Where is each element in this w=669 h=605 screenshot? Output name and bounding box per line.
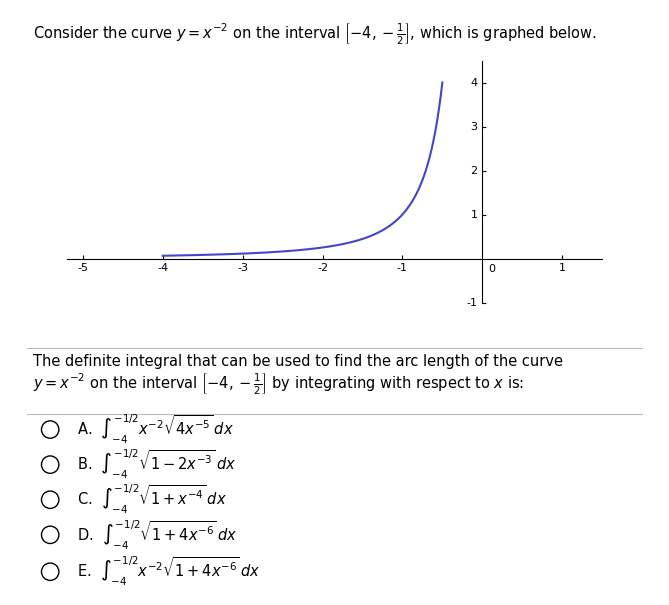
Text: $y = x^{-2}$ on the interval $\left[-4, -\frac{1}{2}\right]$ by integrating with: $y = x^{-2}$ on the interval $\left[-4, … xyxy=(33,372,524,397)
Text: A.  $\int_{-4}^{-1/2} x^{-2}\sqrt{4x^{-5}}\, dx$: A. $\int_{-4}^{-1/2} x^{-2}\sqrt{4x^{-5}… xyxy=(77,413,233,446)
Text: B.  $\int_{-4}^{-1/2} \sqrt{1 - 2x^{-3}}\, dx$: B. $\int_{-4}^{-1/2} \sqrt{1 - 2x^{-3}}\… xyxy=(77,448,236,482)
Text: 0: 0 xyxy=(488,264,496,274)
Text: Consider the curve $y = x^{-2}$ on the interval $\left[-4, -\frac{1}{2}\right]$,: Consider the curve $y = x^{-2}$ on the i… xyxy=(33,21,597,47)
Text: D.  $\int_{-4}^{-1/2} \sqrt{1 + 4x^{-6}}\, dx$: D. $\int_{-4}^{-1/2} \sqrt{1 + 4x^{-6}}\… xyxy=(77,518,237,552)
Text: The definite integral that can be used to find the arc length of the curve: The definite integral that can be used t… xyxy=(33,354,563,369)
Text: E.  $\int_{-4}^{-1/2} x^{-2}\sqrt{1 + 4x^{-6}}\, dx$: E. $\int_{-4}^{-1/2} x^{-2}\sqrt{1 + 4x^… xyxy=(77,555,260,589)
Text: C.  $\int_{-4}^{-1/2} \sqrt{1 + x^{-4}}\, dx$: C. $\int_{-4}^{-1/2} \sqrt{1 + x^{-4}}\,… xyxy=(77,483,227,517)
